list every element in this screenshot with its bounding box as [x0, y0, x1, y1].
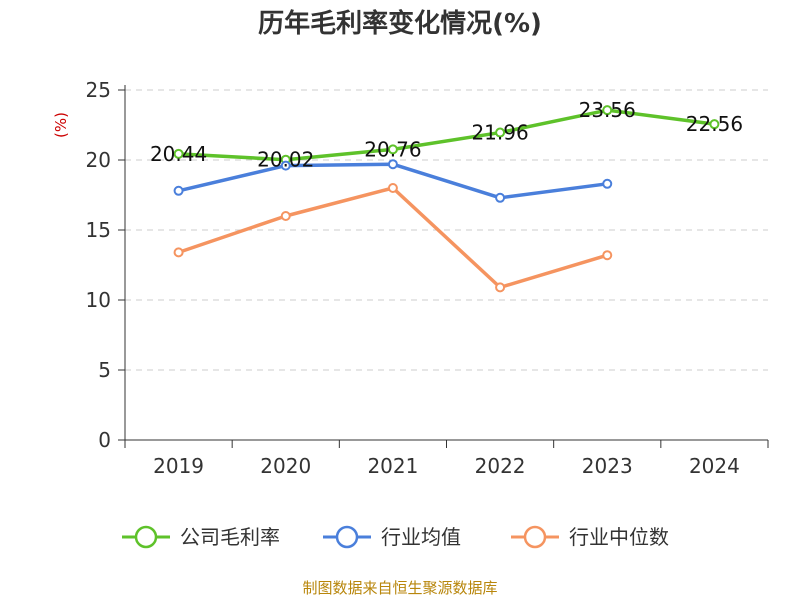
- data-point-0-4: [602, 105, 613, 116]
- y-tick-label: 25: [86, 78, 111, 102]
- axes: 0 5 10 15 20 25 2019 2020 2021 2022 2023 2024: [86, 78, 769, 478]
- data-label: 23.56: [579, 98, 636, 122]
- data-point-1-4: [602, 178, 613, 189]
- x-tick-label: 2020: [260, 454, 311, 478]
- x-tick-label: 2022: [475, 454, 526, 478]
- data-label: 22.56: [686, 112, 743, 136]
- series-line-2: [178, 186, 608, 290]
- x-tick-label: 2019: [153, 454, 204, 478]
- data-point-1-1: [280, 160, 291, 171]
- legend-label: 行业中位数: [569, 525, 669, 549]
- y-axis-label: (%): [52, 112, 70, 138]
- x-tick-label: 2024: [689, 454, 740, 478]
- data-point-0-5: [709, 119, 720, 130]
- data-point-2-2: [387, 183, 398, 193]
- data-point-2-1: [280, 211, 291, 221]
- legend-marker-1: [335, 525, 359, 549]
- series-line-0: [178, 108, 715, 162]
- data-point-0-0: [173, 148, 184, 159]
- chart-title: 历年毛利率变化情况(%): [258, 8, 542, 39]
- data-label: 20.44: [150, 142, 207, 166]
- grid-lines: [125, 89, 768, 371]
- series-group: [173, 105, 720, 293]
- data-label: 21.96: [471, 121, 528, 145]
- legend-label: 行业均值: [381, 525, 461, 549]
- y-tick-label: 0: [98, 428, 111, 452]
- legend-marker-0: [134, 525, 158, 549]
- legend-label: 公司毛利率: [180, 525, 280, 549]
- data-label: 20.76: [364, 137, 421, 161]
- y-tick-label: 15: [86, 218, 111, 242]
- y-tick-label: 5: [98, 358, 111, 382]
- legend-marker-2: [523, 525, 547, 549]
- y-tick-label: 20: [86, 148, 111, 172]
- x-tick-label: 2023: [582, 454, 633, 478]
- data-label: 20.02: [257, 148, 314, 172]
- data-labels: 20.44 20.02 20.76 21.96 23.56 22.56: [150, 98, 743, 172]
- source-note: 制图数据来自恒生聚源数据库: [302, 579, 497, 597]
- data-point-1-3: [495, 192, 506, 203]
- data-point-0-2: [387, 144, 398, 155]
- data-point-1-0: [173, 185, 184, 196]
- data-point-1-2: [387, 159, 398, 170]
- x-tick-label: 2021: [367, 454, 418, 478]
- legend: 公司毛利率 行业均值 行业中位数: [122, 525, 669, 549]
- data-point-0-3: [495, 127, 506, 138]
- data-point-2-0: [173, 247, 184, 258]
- data-point-2-4: [602, 250, 613, 261]
- data-point-2-3: [495, 282, 506, 293]
- y-tick-label: 10: [86, 288, 111, 312]
